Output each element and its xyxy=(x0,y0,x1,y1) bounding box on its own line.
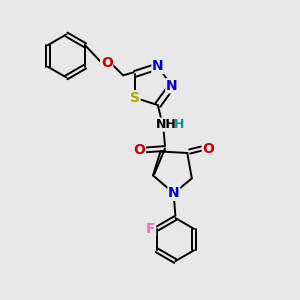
Text: O: O xyxy=(202,142,214,155)
Text: S: S xyxy=(130,91,140,105)
Text: O: O xyxy=(101,56,112,70)
Text: NH: NH xyxy=(156,118,177,131)
Text: N: N xyxy=(152,59,164,74)
Text: F: F xyxy=(146,222,155,236)
Text: N: N xyxy=(166,79,178,93)
Text: H: H xyxy=(174,118,184,131)
Text: N: N xyxy=(168,186,180,200)
Text: O: O xyxy=(134,143,146,157)
